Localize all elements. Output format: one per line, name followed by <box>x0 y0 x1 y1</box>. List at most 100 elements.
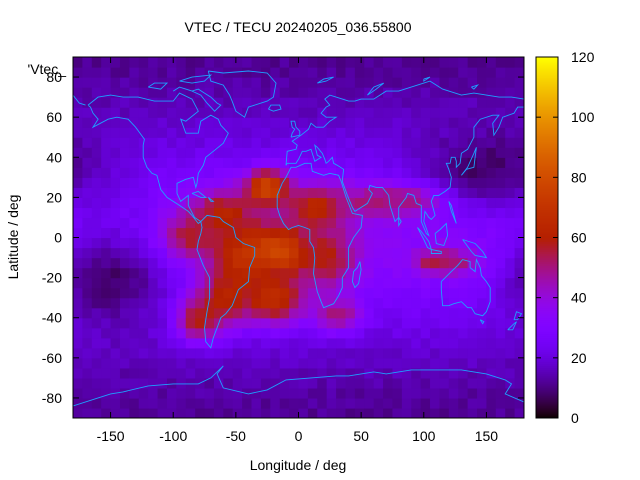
heatmap-cell <box>195 217 206 229</box>
heatmap-cell <box>401 57 412 68</box>
heatmap-cell <box>495 97 506 108</box>
heatmap-cell <box>345 177 356 188</box>
heatmap-cell <box>204 397 215 409</box>
heatmap-cell <box>477 97 488 108</box>
heatmap-cell <box>279 377 290 389</box>
heatmap-cell <box>495 377 506 389</box>
heatmap-cell <box>119 97 130 108</box>
colorbar-segment <box>536 337 558 341</box>
heatmap-cell <box>119 277 130 289</box>
heatmap-cell <box>270 377 281 389</box>
heatmap-cell <box>486 157 497 168</box>
heatmap-cell <box>251 357 262 369</box>
heatmap-cell <box>411 207 422 219</box>
colorbar-segment <box>536 131 558 134</box>
heatmap-cell <box>354 277 365 289</box>
colorbar-segment <box>536 171 558 174</box>
coastline <box>276 162 363 309</box>
heatmap-cell <box>232 167 243 178</box>
colorbar-segment <box>536 265 558 269</box>
heatmap-cell <box>195 297 206 309</box>
heatmap-cell <box>345 287 356 299</box>
heatmap-cell <box>467 177 478 188</box>
heatmap-cell <box>307 377 318 389</box>
heatmap-cell <box>354 327 365 339</box>
heatmap-cell <box>458 317 469 329</box>
heatmap-cell <box>176 327 187 339</box>
heatmap-cell <box>326 247 337 259</box>
heatmap-cell <box>223 197 234 209</box>
heatmap-cell <box>298 397 309 409</box>
heatmap-cell <box>477 107 488 118</box>
heatmap-cell <box>129 357 140 369</box>
heatmap-cell <box>364 97 375 108</box>
heatmap-cell <box>373 407 384 418</box>
heatmap-cell <box>213 97 224 108</box>
heatmap-cell <box>289 277 300 289</box>
heatmap-cell <box>110 407 121 418</box>
heatmap-cell <box>467 257 478 269</box>
heatmap-cell <box>307 257 318 269</box>
heatmap-cell <box>477 147 488 158</box>
heatmap-cell <box>138 367 149 379</box>
colorbar-segment <box>536 167 558 170</box>
heatmap-cell <box>392 207 403 219</box>
heatmap-cell <box>467 127 478 138</box>
heatmap-cell <box>430 267 441 279</box>
heatmap-cell <box>486 387 497 399</box>
heatmap-cell <box>91 127 102 138</box>
heatmap-cell <box>326 347 337 359</box>
heatmap-cell <box>279 87 290 98</box>
heatmap-cell <box>495 387 506 399</box>
heatmap-cell <box>73 177 83 188</box>
heatmap-cell <box>364 197 375 209</box>
heatmap-cell <box>185 147 196 158</box>
heatmap-cell <box>204 77 215 88</box>
heatmap-cell <box>495 207 506 219</box>
heatmap-cell <box>326 217 337 229</box>
colorbar-segment <box>536 285 558 289</box>
heatmap-cell <box>477 327 488 339</box>
heatmap-cell <box>477 127 488 138</box>
colorbar-segment <box>536 309 558 313</box>
heatmap-cell <box>505 217 516 229</box>
heatmap-cell <box>495 217 506 229</box>
colorbar-segment <box>536 253 558 257</box>
heatmap-cell <box>204 187 215 198</box>
y-tick-label: -60 <box>42 350 62 366</box>
heatmap-cell <box>336 387 347 399</box>
heatmap-cell <box>336 127 347 138</box>
heatmap-cell <box>119 237 130 249</box>
heatmap-cell <box>138 337 149 349</box>
heatmap-cell <box>298 127 309 138</box>
heatmap-cell <box>289 347 300 359</box>
colorbar-segment <box>536 117 558 120</box>
heatmap-cell <box>185 357 196 369</box>
heatmap-cell <box>260 247 271 259</box>
heatmap-cell <box>383 67 394 78</box>
heatmap-cell <box>148 347 159 359</box>
heatmap-cell <box>176 367 187 379</box>
heatmap-cell <box>73 277 83 289</box>
heatmap-cell <box>101 87 112 98</box>
heatmap-cell <box>82 167 93 178</box>
heatmap-cell <box>298 167 309 178</box>
heatmap-cell <box>477 57 488 68</box>
heatmap-cell <box>317 157 328 168</box>
heatmap-cell <box>138 317 149 329</box>
heatmap-cell <box>260 257 271 269</box>
colorbar-segment <box>536 377 558 381</box>
heatmap-cell <box>401 77 412 88</box>
heatmap-cell <box>326 267 337 279</box>
heatmap-cell <box>232 207 243 219</box>
heatmap-cell <box>307 387 318 399</box>
heatmap-cell <box>383 387 394 399</box>
heatmap-cell <box>270 237 281 249</box>
heatmap-cell <box>82 147 93 158</box>
heatmap-cell <box>242 377 253 389</box>
heatmap-cell <box>213 157 224 168</box>
heatmap-cell <box>242 367 253 379</box>
heatmap-cell <box>270 57 281 68</box>
heatmap-cell <box>411 287 422 299</box>
heatmap-cell <box>82 217 93 229</box>
